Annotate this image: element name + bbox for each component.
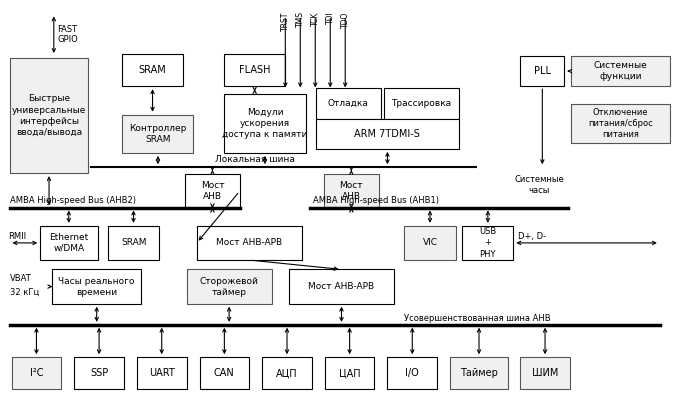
Text: CAN: CAN xyxy=(214,368,235,378)
FancyBboxPatch shape xyxy=(316,118,459,149)
FancyBboxPatch shape xyxy=(324,174,379,208)
Text: RMII: RMII xyxy=(8,232,26,241)
Text: TDO: TDO xyxy=(340,11,350,28)
FancyBboxPatch shape xyxy=(122,54,183,86)
FancyBboxPatch shape xyxy=(450,357,508,389)
Text: Системные
функции: Системные функции xyxy=(594,61,647,81)
FancyBboxPatch shape xyxy=(224,94,306,153)
Text: SRAM: SRAM xyxy=(138,65,166,75)
Text: Трассировка: Трассировка xyxy=(391,99,451,108)
FancyBboxPatch shape xyxy=(520,56,564,86)
Text: Отладка: Отладка xyxy=(328,99,369,108)
Text: SRAM: SRAM xyxy=(121,239,147,247)
Text: Отключение
питания/сброс
питания: Отключение питания/сброс питания xyxy=(588,108,653,139)
FancyBboxPatch shape xyxy=(197,226,302,260)
Text: USB
+
PHY: USB + PHY xyxy=(479,228,497,258)
Text: AMBA High-speed Bus (AHB1): AMBA High-speed Bus (AHB1) xyxy=(312,196,438,205)
FancyBboxPatch shape xyxy=(137,357,186,389)
Text: Локальная шина: Локальная шина xyxy=(214,155,295,164)
FancyBboxPatch shape xyxy=(199,357,249,389)
FancyBboxPatch shape xyxy=(384,88,459,118)
Text: Системные
часы: Системные часы xyxy=(514,175,564,195)
Text: PLL: PLL xyxy=(534,66,551,76)
Text: Мост АНВ-APB: Мост АНВ-APB xyxy=(216,239,283,247)
Text: UART: UART xyxy=(149,368,175,378)
Text: VBAT: VBAT xyxy=(10,274,32,283)
FancyBboxPatch shape xyxy=(262,357,312,389)
Text: Модули
ускорения
доступа к памяти: Модули ускорения доступа к памяти xyxy=(222,108,308,139)
FancyBboxPatch shape xyxy=(288,269,395,304)
FancyBboxPatch shape xyxy=(12,357,61,389)
FancyBboxPatch shape xyxy=(316,88,381,118)
FancyBboxPatch shape xyxy=(108,226,160,260)
FancyBboxPatch shape xyxy=(10,58,88,173)
Text: SSP: SSP xyxy=(90,368,108,378)
Text: I/O: I/O xyxy=(406,368,419,378)
FancyBboxPatch shape xyxy=(40,226,98,260)
Text: FLASH: FLASH xyxy=(239,65,271,75)
FancyBboxPatch shape xyxy=(520,357,570,389)
FancyBboxPatch shape xyxy=(325,357,375,389)
Text: TRST: TRST xyxy=(281,11,290,31)
Text: Ethernet
w/DMA: Ethernet w/DMA xyxy=(49,233,89,253)
Text: Усовершенствованная шина АНВ: Усовершенствованная шина АНВ xyxy=(404,314,551,323)
FancyBboxPatch shape xyxy=(404,226,456,260)
Text: Мост
AHB: Мост AHB xyxy=(340,181,363,201)
FancyBboxPatch shape xyxy=(388,357,437,389)
FancyBboxPatch shape xyxy=(185,174,240,208)
Text: ШИМ: ШИМ xyxy=(532,368,558,378)
Text: AMBA High-speed Bus (AHB2): AMBA High-speed Bus (AHB2) xyxy=(10,196,136,205)
Text: TMS: TMS xyxy=(296,11,305,28)
Text: 32 кГц: 32 кГц xyxy=(10,288,39,297)
Text: Часы реального
времени: Часы реального времени xyxy=(58,276,135,297)
FancyBboxPatch shape xyxy=(53,269,141,304)
Text: Мост
AHB: Мост AHB xyxy=(201,181,224,201)
FancyBboxPatch shape xyxy=(224,54,286,86)
FancyBboxPatch shape xyxy=(122,115,193,153)
Text: АЦП: АЦП xyxy=(276,368,298,378)
Text: ЦАП: ЦАП xyxy=(339,368,360,378)
Text: VIC: VIC xyxy=(423,239,438,247)
Text: TCK: TCK xyxy=(311,11,320,26)
Text: Контроллер
SRAM: Контроллер SRAM xyxy=(129,124,186,144)
FancyBboxPatch shape xyxy=(74,357,124,389)
Text: Быстрые
универсальные
интерфейсы
ввода/вывода: Быстрые универсальные интерфейсы ввода/в… xyxy=(12,94,86,137)
Text: Мост АНВ-APB: Мост АНВ-APB xyxy=(308,282,375,291)
Text: Таймер: Таймер xyxy=(460,368,498,378)
FancyBboxPatch shape xyxy=(571,105,670,143)
Text: FAST
GPIO: FAST GPIO xyxy=(58,25,78,44)
FancyBboxPatch shape xyxy=(186,269,272,304)
FancyBboxPatch shape xyxy=(571,56,670,86)
Text: Сторожевой
таймер: Сторожевой таймер xyxy=(200,276,258,297)
Text: TDI: TDI xyxy=(326,11,335,24)
Text: I²C: I²C xyxy=(29,368,43,378)
FancyBboxPatch shape xyxy=(462,226,513,260)
Text: ARM 7TDMI-S: ARM 7TDMI-S xyxy=(355,129,421,139)
Text: D+, D-: D+, D- xyxy=(518,232,546,241)
